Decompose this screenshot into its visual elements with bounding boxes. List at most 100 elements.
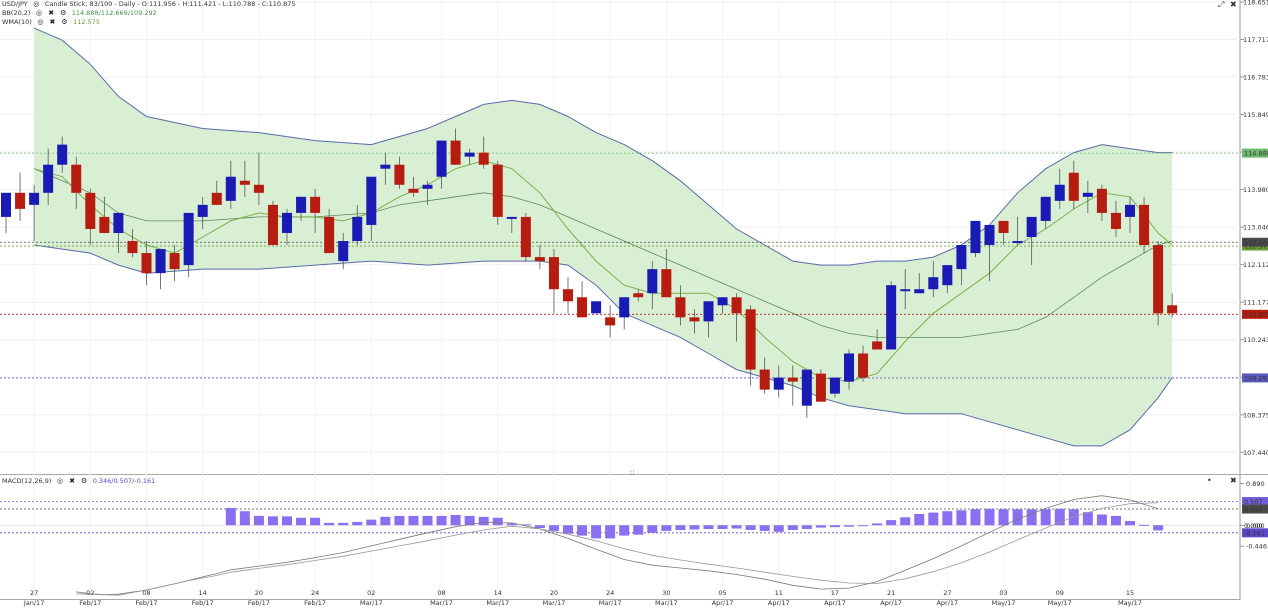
gear-icon[interactable]: ⚙: [80, 477, 88, 485]
bb-value: 114.888/112.669/109.292: [71, 9, 157, 17]
eye-icon[interactable]: ◎: [35, 9, 43, 17]
candle-body: [113, 212, 124, 233]
macd-histogram-bar: [844, 525, 854, 527]
macd-value: 0.346/0.507/-0.161: [92, 477, 156, 485]
macd-histogram-bar: [296, 517, 307, 526]
close-icon[interactable]: ✖: [1230, 0, 1237, 9]
x-tick-month: Mar/17: [655, 599, 678, 607]
candle-body: [801, 369, 812, 406]
eye-icon[interactable]: ◎: [37, 18, 44, 26]
macd-label: MACD(12,26,9): [2, 477, 52, 485]
macd-histogram-bar: [731, 525, 742, 529]
bb-label: BB(20,2): [2, 9, 31, 17]
x-tick-day: 27: [30, 589, 38, 597]
macd-histogram-bar: [886, 520, 897, 526]
y-tick-label: 111.177: [1243, 299, 1268, 307]
eye-icon[interactable]: ◎: [33, 0, 40, 8]
macd-histogram-bar: [1096, 514, 1107, 526]
macd-histogram-bar: [548, 525, 559, 531]
candle-body: [1125, 204, 1135, 217]
macd-histogram-bar: [394, 515, 405, 526]
x-tick-month: Apr/17: [880, 599, 902, 607]
macd-histogram-bar: [914, 514, 925, 526]
macd-histogram-bar: [591, 525, 602, 539]
macd-histogram-bar: [436, 515, 447, 526]
x-tick-day: 15: [1126, 589, 1134, 597]
candle-info: Candle Stick, 83/100 - Daily - O:111.956…: [44, 0, 296, 8]
candle-body: [478, 152, 489, 165]
candle-body: [1040, 196, 1051, 221]
macd-histogram-bar: [1153, 525, 1164, 531]
legend-bb: BB(20,2) ◎ ✖ ⚙ 114.888/112.669/109.292: [2, 9, 299, 18]
macd-histogram-bar: [661, 525, 672, 531]
macd-histogram-bar: [984, 508, 995, 526]
price-level-tag: [1242, 309, 1268, 319]
macd-histogram-bar: [1012, 509, 1023, 526]
candle-body: [43, 164, 54, 193]
macd-histogram-bar: [605, 525, 616, 539]
candle-body: [520, 216, 531, 258]
macd-histogram-bar: [970, 509, 981, 526]
macd-histogram-bar: [239, 511, 250, 526]
macd-histogram-bar: [675, 525, 686, 530]
candle-body: [436, 140, 447, 177]
macd-histogram-bar: [492, 517, 503, 526]
close-icon[interactable]: ✖: [49, 18, 56, 26]
candle-body: [773, 377, 784, 390]
candle-body: [563, 289, 573, 302]
macd-histogram-bar: [310, 517, 321, 526]
gear-icon[interactable]: ⚙: [61, 18, 68, 26]
macd-y-tick-label: 0.890: [1246, 480, 1265, 488]
candle-body: [900, 289, 911, 292]
close-icon[interactable]: ✖: [69, 477, 75, 485]
x-tick-day: 02: [367, 589, 375, 597]
candle-body: [29, 192, 40, 205]
macd-histogram-bar: [717, 525, 728, 530]
x-tick-day: 08: [437, 589, 445, 597]
x-tick-month: Jan/17: [23, 599, 44, 607]
macd-histogram-bar: [1139, 524, 1150, 526]
resize-handle-icon[interactable]: ∷: [630, 469, 635, 477]
candle-body: [282, 212, 292, 233]
y-tick-label: 118.651: [1243, 0, 1268, 6]
candle-body: [647, 269, 658, 294]
macd-histogram-bar: [858, 525, 869, 527]
macd-histogram-bar: [998, 509, 1009, 526]
macd-histogram-bar: [1125, 521, 1135, 526]
macd-y-tick-label: 0.000: [1246, 522, 1265, 530]
macd-histogram-bar: [253, 515, 264, 526]
y-tick-label: 113.046: [1243, 224, 1268, 232]
close-icon[interactable]: ✖: [48, 9, 55, 17]
y-tick-label: 116.783: [1243, 74, 1268, 82]
macd-histogram-bar: [1068, 509, 1079, 526]
macd-signal-line: [76, 502, 1159, 596]
candle-body: [408, 188, 419, 193]
wma-value: 112.575: [73, 18, 101, 26]
x-tick-month: May/17: [992, 599, 1016, 607]
macd-histogram-bar: [759, 525, 770, 531]
x-tick-month: Apr/17: [824, 599, 846, 607]
macd-level-label: 0.346: [1244, 506, 1263, 514]
candle-body: [352, 216, 363, 242]
x-tick-month: Feb/17: [79, 599, 101, 607]
x-tick-day: 02: [86, 589, 94, 597]
expand-icon[interactable]: ⤢: [1218, 0, 1225, 9]
macd-histogram-bar: [282, 516, 292, 526]
close-icon[interactable]: ✖: [1230, 476, 1237, 485]
candle-body: [1012, 241, 1023, 244]
y-tick-label: 113.980: [1243, 186, 1268, 194]
macd-histogram-bar: [506, 523, 517, 526]
macd-histogram-bar: [408, 515, 419, 526]
candle-body: [689, 317, 700, 322]
candle-body: [450, 140, 461, 165]
eye-icon[interactable]: ◎: [56, 477, 63, 485]
y-tick-label: 112.112: [1243, 261, 1268, 269]
more-icon[interactable]: •: [1207, 476, 1212, 485]
macd-histogram-bar: [1110, 515, 1121, 526]
candle-body: [225, 176, 236, 201]
macd-level-label: 0.507: [1244, 498, 1263, 506]
candle-body: [296, 196, 307, 213]
gear-icon[interactable]: ⚙: [60, 9, 67, 17]
macd-level-label: 0.000: [1244, 522, 1263, 530]
